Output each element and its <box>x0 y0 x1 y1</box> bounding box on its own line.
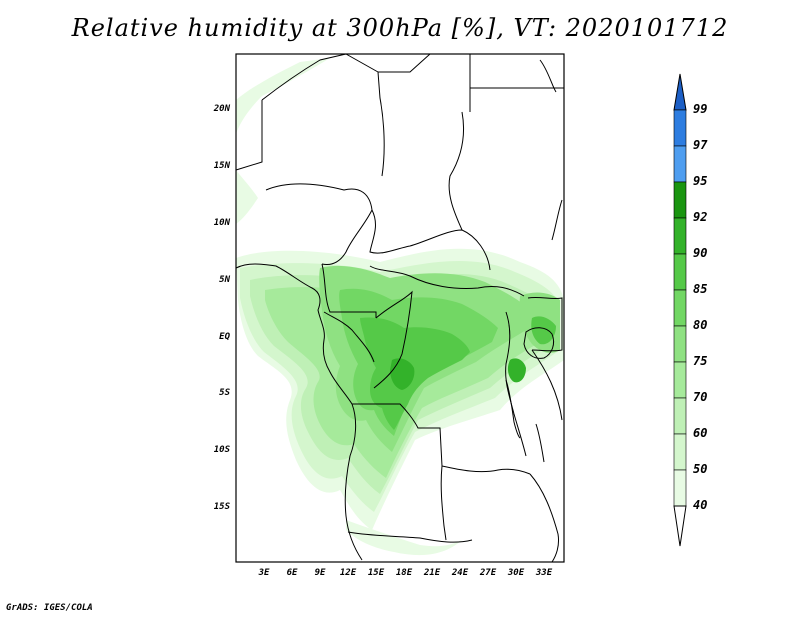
border-niger-chad <box>345 53 385 177</box>
lat-label-15n: 15N <box>213 161 230 171</box>
border-car-south <box>369 265 525 297</box>
border-chad-car <box>369 209 491 271</box>
lat-label-10s: 10S <box>213 445 230 455</box>
border-drc-angola <box>352 403 443 467</box>
lon-label-27e: 27E <box>479 568 497 578</box>
lake-malawi <box>535 423 545 463</box>
border-libya-sudan <box>378 53 471 112</box>
map-frame <box>235 53 565 563</box>
lon-label-15e: 15E <box>367 568 385 578</box>
lon-label-21e: 21E <box>423 568 441 578</box>
lat-label-eq: EQ <box>219 332 230 342</box>
lat-label-5s: 5S <box>219 388 230 398</box>
lat-label-10n: 10N <box>213 218 230 228</box>
lake-victoria <box>523 327 555 359</box>
colorbar-label-40: 40 <box>693 498 708 512</box>
rh-85-90-region <box>360 317 470 430</box>
lat-label-5n: 5N <box>219 275 230 285</box>
colorbar-label-70: 70 <box>693 390 708 404</box>
rh-40-50-nw <box>236 170 258 224</box>
colorbar-swatch-40-50 <box>673 469 687 507</box>
colorbar-label-50: 50 <box>693 462 708 476</box>
rh-40-50-north <box>236 58 330 134</box>
border-angola-zambia <box>440 465 447 541</box>
lon-label-9e: 9E <box>314 568 326 578</box>
border-gabon-congo <box>323 311 375 363</box>
colorbar-label-95: 95 <box>693 174 708 188</box>
colorbar-label-99: 99 <box>693 102 708 116</box>
lake-tanganyika <box>505 379 521 439</box>
colorbar-swatch-60-70 <box>673 397 687 435</box>
rh-40-50-se <box>346 520 462 556</box>
colorbar-swatch-85-90 <box>673 253 687 291</box>
colorbar-swatch-95-97 <box>673 145 687 183</box>
border-cameroon <box>321 263 377 318</box>
lon-label-12e: 12E <box>339 568 357 578</box>
colorbar-label-60: 60 <box>693 426 708 440</box>
colorbar-swatch-70-75 <box>673 361 687 399</box>
lat-label-20n: 20N <box>213 104 230 114</box>
border-mozambique <box>529 473 559 563</box>
colorbar-label-97: 97 <box>693 138 708 152</box>
colorbar-swatch-97-99 <box>673 109 687 147</box>
border-tanzania <box>531 349 563 421</box>
colorbar <box>673 73 687 547</box>
rh-lake-east-core <box>531 316 556 345</box>
humidity-fill <box>236 58 564 556</box>
lon-label-30e: 30E <box>507 568 525 578</box>
colorbar-label-75: 75 <box>693 354 708 368</box>
lon-label-24e: 24E <box>451 568 469 578</box>
colorbar-swatch-75-80 <box>673 325 687 363</box>
colorbar-swatch-90-92 <box>673 217 687 255</box>
rh-90-92-lake-spot <box>507 358 526 383</box>
map-borders <box>235 53 564 563</box>
grads-credit: GrADS: IGES/COLA <box>6 603 93 613</box>
lat-label-15s: 15S <box>213 502 230 512</box>
lon-label-18e: 18E <box>395 568 413 578</box>
border-ethiopia <box>551 199 563 241</box>
colorbar-swatch-92-95 <box>673 181 687 219</box>
border-uganda-kenya <box>527 296 563 352</box>
border-zambia-drc <box>441 465 531 475</box>
border-east-lakes <box>505 311 527 457</box>
colorbar-label-80: 80 <box>693 318 708 332</box>
border-sudan-chad <box>448 111 464 231</box>
border-horn <box>539 59 557 93</box>
border-mali-niger <box>235 100 263 171</box>
colorbar-label-92: 92 <box>693 210 708 224</box>
border-namibia <box>347 531 473 543</box>
colorbar-top-arrow <box>673 73 687 111</box>
border-nigeria <box>265 183 373 265</box>
coastline-west <box>235 263 363 561</box>
colorbar-swatch-50-60 <box>673 433 687 471</box>
border-congo-drc <box>373 290 413 389</box>
colorbar-swatch-80-85 <box>673 289 687 327</box>
colorbar-bottom-arrow <box>673 505 687 547</box>
colorbar-label-85: 85 <box>693 282 708 296</box>
lon-label-33e: 33E <box>535 568 553 578</box>
border-sahara-east <box>261 53 347 101</box>
lon-label-3e: 3E <box>258 568 270 578</box>
colorbar-label-90: 90 <box>693 246 708 260</box>
lon-label-6e: 6E <box>286 568 298 578</box>
chart-title: Relative humidity at 300hPa [%], VT: 202… <box>71 14 729 42</box>
